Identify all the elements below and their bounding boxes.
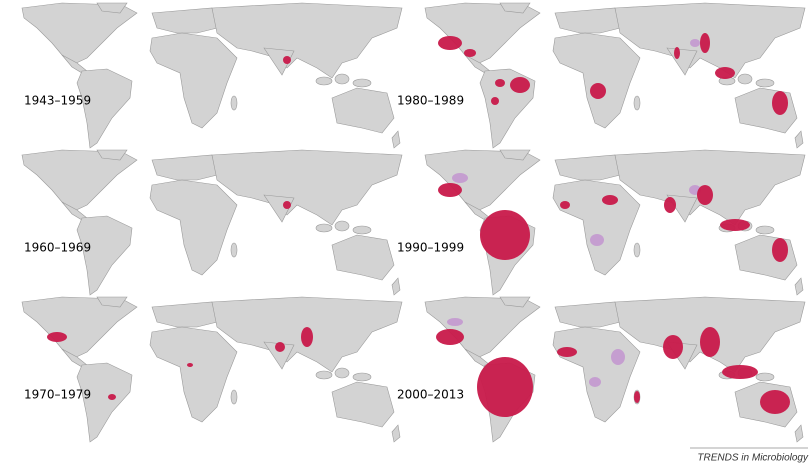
region-highlight [602,195,618,205]
region-highlight [589,377,601,387]
footer-text: TRENDS in Microbiology [697,453,809,464]
world-map [21,149,403,296]
region-highlight [697,185,713,205]
region-highlight [510,77,530,93]
region-highlight [187,363,193,367]
map-panel: 1990–1999 [397,149,806,296]
region-highlight [480,210,530,260]
region-highlight [690,39,700,47]
map-panel: 1960–1969 [21,149,403,296]
region-highlight [557,347,577,357]
region-highlight [438,36,462,50]
region-highlight [275,342,285,352]
period-label: 1970–1979 [24,388,91,402]
map-panel: 2000–2013 [397,296,806,443]
region-highlight [477,357,533,417]
region-highlight [611,349,625,365]
region-highlight [491,97,499,105]
region-highlight [674,47,680,59]
region-highlight [590,234,604,246]
region-highlight [495,79,505,87]
region-highlight [283,56,291,64]
region-highlight [283,201,291,209]
region-highlight [663,335,683,359]
period-label: 2000–2013 [397,388,464,402]
region-highlight [664,197,676,213]
region-highlight [560,201,570,209]
world-map [21,2,403,149]
region-highlight [452,173,468,183]
region-highlight [715,67,735,79]
region-highlight [700,33,710,53]
period-label: 1980–1989 [397,94,464,108]
region-highlight [301,327,313,347]
region-highlight [464,49,476,57]
region-highlight [108,394,116,400]
map-panel: 1943–1959 [21,2,403,149]
region-highlight [700,327,720,357]
region-highlight [47,332,67,342]
region-highlight [722,365,758,379]
region-highlight [772,91,788,115]
world-map [424,2,806,149]
map-panel: 1980–1989 [397,2,806,149]
period-label: 1943–1959 [24,94,91,108]
region-highlight [634,391,640,403]
region-highlight [438,183,462,197]
region-highlight [436,329,464,345]
region-highlight [447,318,463,326]
region-highlight [720,219,750,231]
map-panel: 1970–1979 [21,296,403,443]
region-highlight [772,238,788,262]
region-highlight [590,83,606,99]
region-highlight [760,390,790,414]
period-label: 1990–1999 [397,241,464,255]
period-label: 1960–1969 [24,241,91,255]
world-map [21,296,403,443]
